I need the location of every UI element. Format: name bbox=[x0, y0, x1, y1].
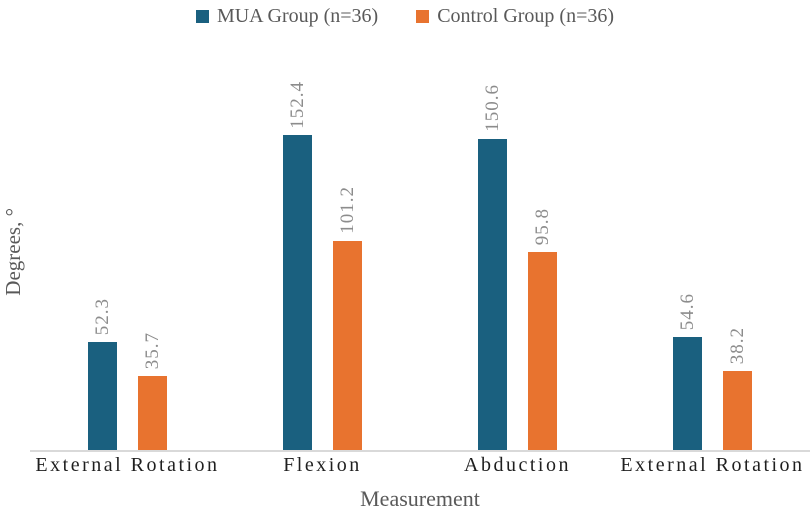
bar-value-label: 35.7 bbox=[141, 332, 163, 370]
category-label: External Rotation bbox=[620, 454, 805, 476]
bar-value-label: 150.6 bbox=[481, 84, 503, 132]
category-label: Abduction bbox=[464, 454, 571, 476]
bar-value-label: 152.4 bbox=[286, 80, 308, 129]
y-axis-title: Degrees, ° bbox=[1, 208, 25, 296]
bar-value-label: 54.6 bbox=[676, 293, 698, 331]
bar bbox=[478, 139, 507, 450]
legend-label: Control Group (n=36) bbox=[437, 4, 615, 27]
bar bbox=[138, 376, 167, 450]
chart-legend: MUA Group (n=36) Control Group (n=36) bbox=[0, 2, 810, 30]
bar bbox=[333, 241, 362, 450]
x-axis-category-labels: External Rotation Flexion Abduction Externa… bbox=[30, 454, 810, 480]
bar-value-label: 95.8 bbox=[531, 207, 553, 246]
legend-item-control-group: Control Group (n=36) bbox=[416, 5, 614, 28]
bar bbox=[673, 337, 702, 450]
control-group-swatch-icon bbox=[416, 9, 430, 23]
plot-area: 52.3 35.7 152.4 101.2 150.6 95.8 54.6 38.2 bbox=[30, 37, 810, 452]
legend-label: MUA Group (n=36) bbox=[216, 4, 379, 27]
category-label: External Rotation bbox=[35, 454, 220, 476]
mua-group-swatch-icon bbox=[195, 9, 209, 23]
x-axis-title: Measurement bbox=[360, 486, 480, 511]
bar-value-label: 52.3 bbox=[91, 297, 113, 335]
category-label: Flexion bbox=[283, 454, 362, 476]
bar-value-label: 101.2 bbox=[336, 186, 358, 234]
bar bbox=[723, 371, 752, 450]
legend-item-mua-group: MUA Group (n=36) bbox=[195, 4, 379, 28]
bar bbox=[88, 342, 117, 450]
bar bbox=[528, 252, 557, 450]
bar-value-label: 38.2 bbox=[726, 326, 748, 365]
bar bbox=[283, 135, 312, 450]
